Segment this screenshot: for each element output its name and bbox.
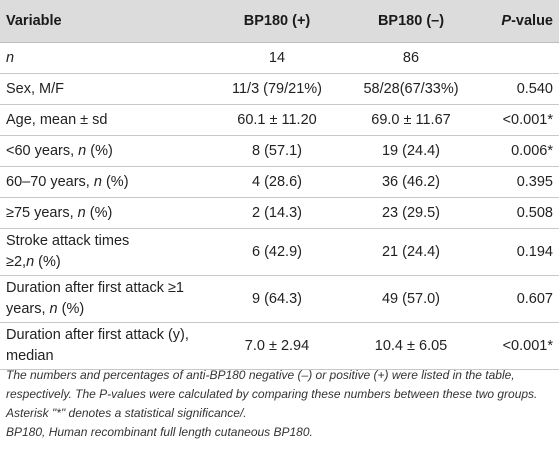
variable-text: 60–70 years, [6,173,94,190]
table-row: 60–70 years, n (%) 4 (28.6) 36 (46.2) 0.… [0,166,559,198]
table-row: Duration after first attack ≥1 years, n (… [0,275,559,323]
variable-tail: (%) [57,301,85,317]
header-p-italic: P [501,13,512,29]
variable-tail: (%) [86,142,113,159]
variable-text: <60 years, [6,142,79,159]
row-variable: Age, mean ± sd [0,104,210,136]
header-bp180-positive: BP180 (+) [210,0,344,43]
row-bp180-positive: 8 (57.1) [210,135,344,167]
row-bp180-negative: 36 (46.2) [344,166,478,198]
table-row: <60 years, n (%) 8 (57.1) 19 (24.4) 0.00… [0,135,559,167]
variable-text: Sex, M/F [6,80,65,97]
row-variable: Sex, M/F [0,73,210,105]
row-p-value: 0.194 [478,228,559,276]
row-variable: <60 years, n (%) [0,135,210,167]
row-p-value [478,42,559,74]
variable-text: ≥2, [6,254,27,270]
header-row: Variable BP180 (+) BP180 (–) P-value [0,0,559,43]
row-bp180-positive: 4 (28.6) [210,166,344,198]
row-p-value: <0.001* [478,104,559,136]
row-p-value: 0.006* [478,135,559,167]
variable-text: years, [6,301,50,317]
row-bp180-positive: 2 (14.3) [210,197,344,229]
variable-italic: n [26,254,35,270]
row-p-value: 0.395 [478,166,559,198]
row-bp180-negative: 19 (24.4) [344,135,478,167]
table-row: Duration after first attack (y), median 7… [0,322,559,370]
row-p-value: 0.607 [478,275,559,323]
row-bp180-negative: 86 [344,42,478,74]
table-row: Sex, M/F 11/3 (79/21%) 58/28(67/33%) 0.5… [0,73,559,105]
table-footnotes: The numbers and percentages of anti-BP18… [6,366,556,442]
table-row: Age, mean ± sd 60.1 ± 11.20 69.0 ± 11.67… [0,104,559,136]
row-bp180-positive: 6 (42.9) [210,228,344,276]
header-variable: Variable [0,0,210,43]
row-bp180-negative: 23 (29.5) [344,197,478,229]
row-variable: Duration after first attack (y), median [0,322,210,370]
row-bp180-positive: 14 [210,42,344,74]
variable-line1: Duration after first attack ≥1 [6,280,185,296]
table-body: n 14 86 Sex, M/F 11/3 (79/21%) 58/28(67/… [0,42,559,370]
variable-italic: n [6,49,15,66]
table-row: n 14 86 [0,42,559,74]
variable-italic: n [49,301,58,317]
variable-text: median [6,348,54,364]
row-bp180-positive: 60.1 ± 11.20 [210,104,344,136]
variable-italic: n [77,204,86,221]
footnote-abbreviation: BP180, Human recombinant full length cut… [6,425,313,439]
row-variable: 60–70 years, n (%) [0,166,210,198]
row-variable: Stroke attack times ≥2,n (%) [0,228,210,276]
variable-tail: (%) [34,254,61,270]
header-p-value: P-value [478,0,559,43]
variable-tail: (%) [85,204,113,221]
row-bp180-positive: 9 (64.3) [210,275,344,323]
row-p-value: <0.001* [478,322,559,370]
variable-italic: n [93,173,102,190]
table-row: Stroke attack times ≥2,n (%) 6 (42.9) 21 … [0,228,559,276]
header-p-rest: -value [511,13,553,29]
row-bp180-negative: 21 (24.4) [344,228,478,276]
row-variable: n [0,42,210,74]
table-row: ≥75 years, n (%) 2 (14.3) 23 (29.5) 0.50… [0,197,559,229]
row-bp180-positive: 11/3 (79/21%) [210,73,344,105]
variable-text: ≥75 years, [6,204,78,221]
row-bp180-negative: 10.4 ± 6.05 [344,322,478,370]
row-bp180-negative: 49 (57.0) [344,275,478,323]
variable-italic: n [78,142,87,159]
row-variable: Duration after first attack ≥1 years, n (… [0,275,210,323]
data-table: Variable BP180 (+) BP180 (–) P-value n 1… [0,0,559,370]
table-header: Variable BP180 (+) BP180 (–) P-value [0,0,559,43]
row-bp180-negative: 58/28(67/33%) [344,73,478,105]
footnote-description: The numbers and percentages of anti-BP18… [6,368,538,420]
variable-line1: Stroke attack times [6,233,130,249]
row-p-value: 0.508 [478,197,559,229]
header-bp180-negative: BP180 (–) [344,0,478,43]
row-p-value: 0.540 [478,73,559,105]
variable-tail: (%) [101,173,129,190]
variable-text: Age, mean ± sd [6,111,108,128]
row-bp180-positive: 7.0 ± 2.94 [210,322,344,370]
row-variable: ≥75 years, n (%) [0,197,210,229]
variable-line1: Duration after first attack (y), [6,327,189,343]
row-bp180-negative: 69.0 ± 11.67 [344,104,478,136]
